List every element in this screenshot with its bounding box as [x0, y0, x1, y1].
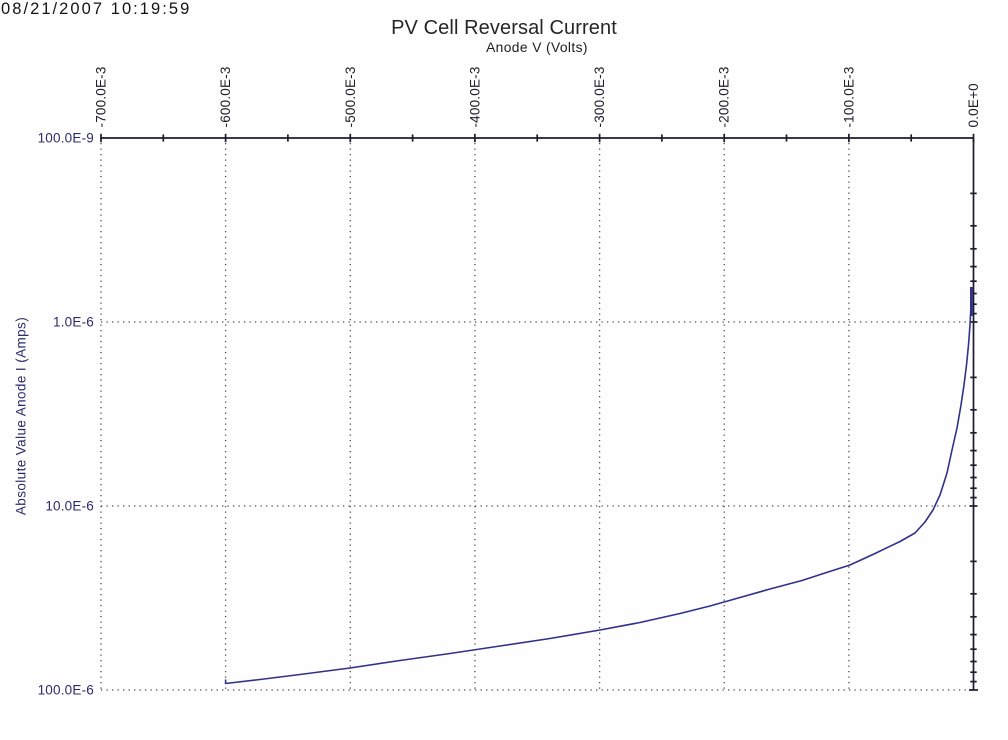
- svg-text:100.0E-9: 100.0E-9: [38, 131, 94, 146]
- svg-text:08/21/2007 10:19:59: 08/21/2007 10:19:59: [1, 0, 191, 18]
- svg-text:100.0E-6: 100.0E-6: [38, 683, 94, 698]
- svg-text:-400.0E-3: -400.0E-3: [467, 66, 482, 127]
- svg-text:-500.0E-3: -500.0E-3: [343, 66, 358, 127]
- svg-text:-100.0E-3: -100.0E-3: [841, 66, 856, 127]
- svg-text:10.0E-6: 10.0E-6: [45, 499, 94, 514]
- svg-text:-300.0E-3: -300.0E-3: [592, 66, 607, 127]
- svg-text:-200.0E-3: -200.0E-3: [717, 66, 732, 127]
- svg-text:-600.0E-3: -600.0E-3: [218, 66, 233, 127]
- svg-text:Absolute Value Anode I (Amps): Absolute Value Anode I (Amps): [14, 317, 29, 515]
- svg-text:0.0E+0: 0.0E+0: [966, 83, 981, 127]
- svg-text:-700.0E-3: -700.0E-3: [94, 66, 109, 127]
- svg-text:Anode V (Volts): Anode V (Volts): [486, 40, 588, 55]
- svg-text:PV Cell Reversal Current: PV Cell Reversal Current: [391, 17, 617, 39]
- svg-text:1.0E-6: 1.0E-6: [53, 315, 94, 330]
